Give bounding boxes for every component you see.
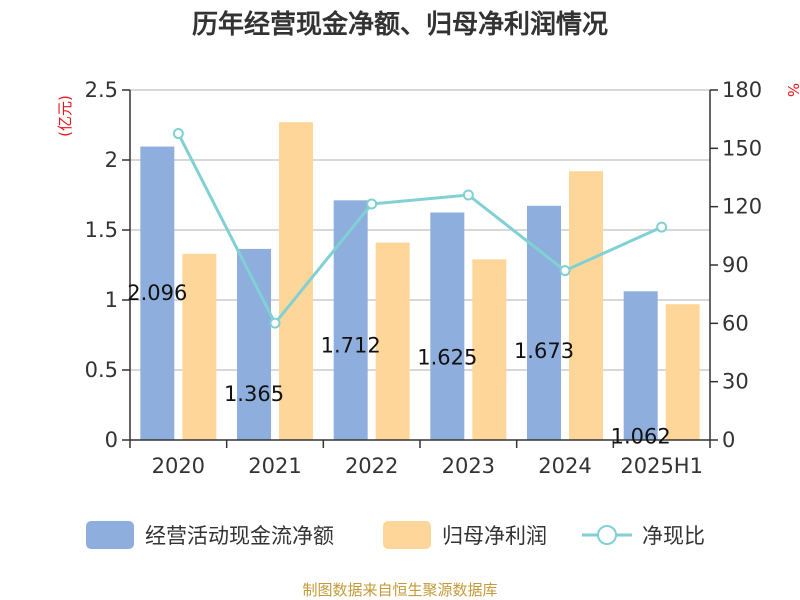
- left-tick-label: 0.5: [85, 358, 118, 382]
- left-axis-unit: (亿元): [56, 95, 74, 137]
- bar-value-label: 1.365: [224, 382, 284, 406]
- bar-value-label: 1.062: [611, 424, 671, 448]
- right-tick-label: 120: [722, 195, 762, 219]
- ratio-line-path: [176, 132, 663, 326]
- chart-title: 历年经营现金净额、归母净利润情况: [192, 9, 608, 40]
- ratio-point: [366, 198, 378, 210]
- left-tick-label: 2: [105, 148, 118, 172]
- ratio-point: [559, 265, 571, 277]
- bar-net-profit: [665, 304, 700, 440]
- ratio-line: [172, 128, 668, 329]
- ratio-point: [269, 317, 281, 329]
- left-tick-label: 2.5: [85, 78, 118, 102]
- x-tick-label: 2023: [442, 454, 495, 478]
- bar-net-profit: [375, 242, 410, 440]
- right-tick-label: 30: [722, 370, 749, 394]
- bar-cashflow: [237, 248, 271, 440]
- ratio-point: [656, 221, 668, 233]
- ratio-point: [462, 189, 474, 201]
- legend-swatch-net-profit: [383, 521, 431, 549]
- bar-cashflow: [623, 291, 658, 440]
- bar-net-profit: [182, 253, 217, 440]
- source-note: 制图数据来自恒生聚源数据库: [302, 581, 497, 599]
- ratio-point: [172, 128, 184, 140]
- legend: 经营活动现金流净额 归母净利润 净现比: [86, 521, 705, 549]
- legend-label-ratio: 净现比: [642, 524, 705, 548]
- right-axis-unit: %: [784, 83, 800, 97]
- legend-label-net-profit: 归母净利润: [442, 524, 547, 548]
- bar-cashflow: [527, 205, 561, 440]
- bar-cashflow: [430, 212, 465, 440]
- x-tick-label: 2025H1: [620, 454, 703, 478]
- right-tick-label: 150: [722, 136, 762, 160]
- right-tick-label: 90: [722, 253, 749, 277]
- left-tick-label: 0: [105, 428, 118, 452]
- x-tick-label: 2022: [345, 454, 398, 478]
- x-tick-label: 2021: [248, 454, 301, 478]
- right-tick-label: 0: [722, 428, 735, 452]
- legend-swatch-cashflow: [86, 521, 134, 549]
- right-tick-label: 180: [722, 78, 762, 102]
- data-labels: 2.096 1.365 1.712 1.625 1.673 1.062: [127, 281, 670, 448]
- left-tick-label: 1: [105, 288, 118, 312]
- bar-value-label: 1.625: [417, 346, 477, 370]
- bar-net-profit: [569, 171, 603, 440]
- bar-value-label: 1.673: [514, 339, 574, 363]
- x-tick-label: 2020: [152, 454, 205, 478]
- x-tick-label: 2024: [538, 454, 591, 478]
- right-tick-label: 60: [722, 311, 749, 335]
- left-tick-label: 1.5: [85, 218, 118, 242]
- bar-net-profit: [472, 259, 507, 440]
- bar-value-label: 1.712: [321, 333, 381, 357]
- bars: [140, 122, 700, 440]
- bar-cashflow: [140, 146, 175, 440]
- bar-value-label: 2.096: [127, 281, 187, 305]
- legend-label-cashflow: 经营活动现金流净额: [145, 524, 334, 548]
- legend-marker-ratio: [597, 525, 617, 545]
- axes: 0 0.5 1 1.5 2 2.5 0 30 60 90 120 150 180 2020 2021 2022…: [56, 78, 800, 478]
- grid: [130, 89, 710, 371]
- bar-cashflow: [333, 200, 368, 440]
